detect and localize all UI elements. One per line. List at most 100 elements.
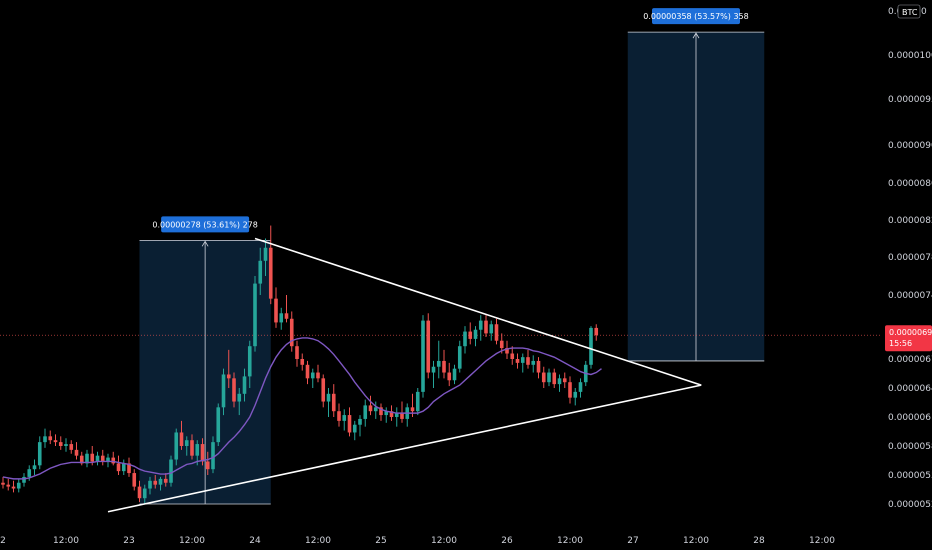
last-price-value: 0.00000696 <box>889 328 932 337</box>
y-tick-0: 0.00000520 <box>888 500 932 510</box>
candle-53 <box>279 307 284 330</box>
measure-label-1: 0.00000358 (53.57%) 358 <box>643 12 748 21</box>
candle-108 <box>568 376 572 404</box>
candle-59 <box>310 368 315 388</box>
x-axis[interactable]: 2 12:00 23 12:00 24 12:00 25 12:00 26 12:00 27 12:0… <box>0 536 835 546</box>
candle-87 <box>457 340 462 373</box>
y-tick-8: 0.00000820 <box>888 216 932 226</box>
y-tick-12: 0.00001000 <box>888 51 932 61</box>
candle-66 <box>347 407 352 437</box>
candle-12 <box>64 438 68 452</box>
candle-3 <box>16 478 21 493</box>
y-tick-2: 0.00000580 <box>888 442 932 452</box>
candle-10 <box>53 434 58 446</box>
candle-113 <box>594 324 599 341</box>
candle-58 <box>305 360 310 385</box>
candle-57 <box>300 353 305 371</box>
candle-96 <box>505 340 509 359</box>
y-tick-4: 0.00000640 <box>888 384 932 394</box>
y-tick-10: 0.00000900 <box>888 141 932 151</box>
candle-71 <box>373 401 378 419</box>
x-tick-5: 12:00 <box>305 536 331 546</box>
candle-29 <box>153 475 158 489</box>
candle-21 <box>111 451 116 466</box>
candle-109 <box>573 388 578 406</box>
candle-50 <box>263 238 268 276</box>
candle-93 <box>489 320 494 341</box>
y-tick-5: 0.00000670 <box>888 355 932 365</box>
candle-19 <box>100 449 105 466</box>
x-tick-9: 12:00 <box>557 536 583 546</box>
currency-badge[interactable] <box>897 4 921 19</box>
candle-47 <box>247 340 252 388</box>
x-tick-6: 25 <box>375 536 386 546</box>
candle-79 <box>415 388 420 416</box>
candle-49 <box>258 247 263 295</box>
candle-100 <box>526 349 530 369</box>
candles <box>1 225 599 504</box>
candle-54 <box>284 295 289 323</box>
candle-65 <box>342 409 347 431</box>
candle-39 <box>205 451 210 475</box>
candle-97 <box>510 346 515 365</box>
candle-61 <box>321 374 326 408</box>
candle-112 <box>589 326 593 369</box>
candle-2 <box>11 480 16 493</box>
candle-75 <box>394 407 399 427</box>
triangle-lower-line[interactable] <box>107 384 702 513</box>
x-tick-11: 12:00 <box>683 536 709 546</box>
candle-88 <box>463 326 467 354</box>
candle-0 <box>1 476 5 489</box>
candle-13 <box>69 440 74 454</box>
y-tick-7: 0.00000780 <box>888 253 932 263</box>
x-tick-1: 12:00 <box>53 536 79 546</box>
candle-6 <box>32 459 37 475</box>
candle-40 <box>211 436 215 474</box>
candle-105 <box>552 368 557 388</box>
candle-11 <box>58 436 63 450</box>
measure-arrowhead-0 <box>201 240 209 247</box>
y-tick-3: 0.00000610 <box>888 413 932 423</box>
candle-84 <box>442 349 446 379</box>
candle-72 <box>379 403 383 421</box>
last-price-badge: 0.00000696 15:56 <box>885 325 932 352</box>
measure-label-0: 0.00000278 (53.61%) 278 <box>152 220 257 229</box>
measure-label-bg-1 <box>652 8 740 25</box>
candle-28 <box>148 476 152 495</box>
candle-89 <box>468 322 473 345</box>
candle-103 <box>541 366 546 388</box>
candle-92 <box>484 315 488 338</box>
currency-label: BTC <box>902 8 918 17</box>
y-axis[interactable]: 0.00000520 0.00000550 0.00000580 0.00000610… <box>888 51 932 510</box>
candle-8 <box>43 428 47 448</box>
candle-7 <box>37 436 42 470</box>
candle-34 <box>179 420 184 450</box>
candle-14 <box>74 442 79 460</box>
candle-107 <box>562 372 567 388</box>
candle-27 <box>142 484 147 504</box>
candle-99 <box>520 353 525 373</box>
candle-67 <box>352 420 357 441</box>
candle-51 <box>268 225 273 305</box>
candle-60 <box>316 364 320 383</box>
candle-48 <box>253 276 257 352</box>
candle-62 <box>326 388 331 417</box>
candle-25 <box>132 469 137 491</box>
candle-32 <box>169 455 173 487</box>
candle-30 <box>158 476 163 491</box>
candle-64 <box>337 403 341 427</box>
x-tick-10: 27 <box>627 536 638 546</box>
candle-18 <box>95 451 100 466</box>
candle-76 <box>400 401 404 423</box>
x-tick-3: 12:00 <box>179 536 205 546</box>
candle-45 <box>237 388 242 416</box>
x-tick-2: 23 <box>123 536 134 546</box>
candle-91 <box>478 315 483 341</box>
candle-83 <box>436 340 441 379</box>
candle-94 <box>494 318 499 345</box>
candle-104 <box>547 368 551 387</box>
candle-24 <box>127 457 131 477</box>
candle-63 <box>331 384 336 417</box>
triangle-upper-line[interactable] <box>254 237 702 386</box>
